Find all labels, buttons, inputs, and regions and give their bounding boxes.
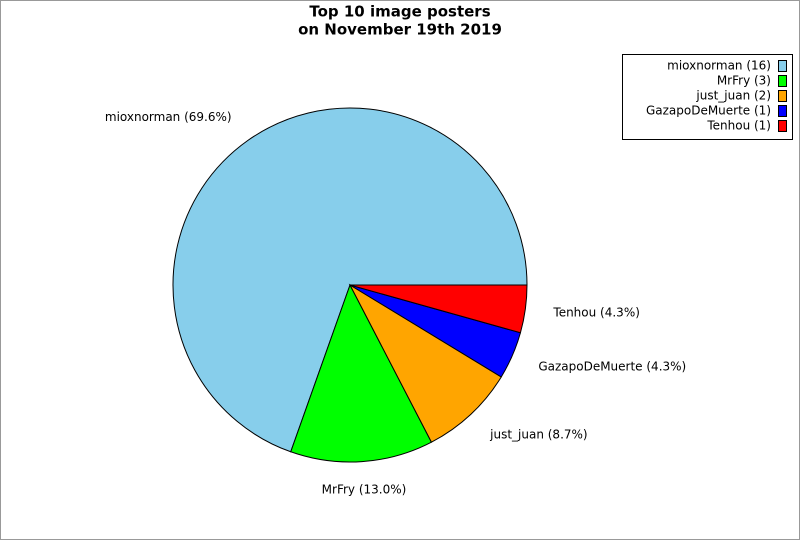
- legend-label: GazapoDeMuerte (1): [646, 104, 771, 118]
- pie-slice: [348, 283, 502, 443]
- slice-label: mioxnorman (69.6%): [105, 110, 232, 124]
- pie-slice: [349, 284, 528, 334]
- legend-label: MrFry (3): [717, 74, 771, 88]
- legend-label: Tenhou (1): [706, 119, 771, 133]
- legend-swatch: [778, 60, 787, 72]
- pie-slice: [172, 107, 528, 453]
- pie-slice: [290, 283, 433, 463]
- legend-swatch: [778, 120, 787, 132]
- legend-label: mioxnorman (16): [667, 59, 771, 73]
- legend-swatch: [778, 90, 787, 102]
- slice-label: GazapoDeMuerte (4.3%): [538, 359, 686, 373]
- legend-swatch: [778, 105, 787, 117]
- legend-label: just_juan (2): [695, 89, 771, 103]
- slice-label: Tenhou (4.3%): [552, 305, 640, 319]
- slice-label: MrFry (13.0%): [322, 482, 407, 496]
- legend-swatch: [778, 75, 787, 87]
- chart-title: Top 10 image posters: [309, 3, 490, 21]
- legend-box: [622, 54, 793, 140]
- slice-label: just_juan (8.7%): [489, 428, 587, 442]
- chart-subtitle: on November 19th 2019: [298, 21, 502, 39]
